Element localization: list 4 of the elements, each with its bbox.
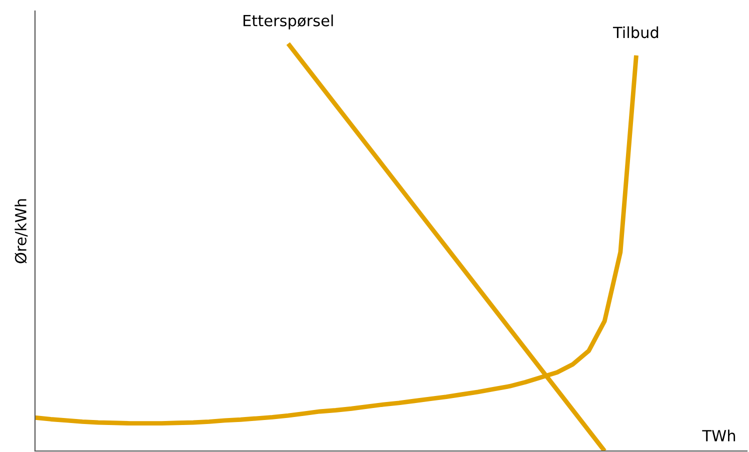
x-axis-title: TWh <box>702 430 736 442</box>
y-axis-title: Øre/kWh <box>14 199 28 264</box>
series-label: Etterspørsel <box>244 14 333 30</box>
series-label: Tilbud <box>612 26 658 38</box>
